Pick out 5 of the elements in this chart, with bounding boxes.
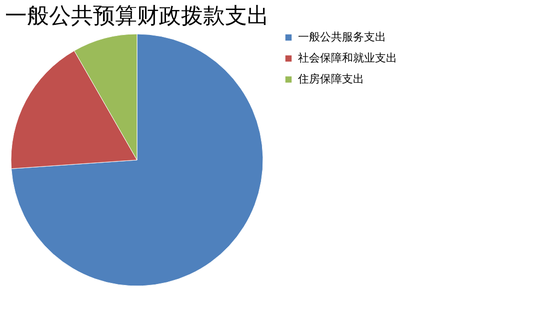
chart-title: 一般公共预算财政拨款支出 [5, 4, 269, 29]
pie-slice [11, 34, 264, 286]
legend-label: 社会保障和就业支出 [298, 52, 397, 64]
legend-label: 住房保障支出 [298, 72, 364, 86]
legend-label: 一般公共服务支出 [298, 30, 386, 44]
